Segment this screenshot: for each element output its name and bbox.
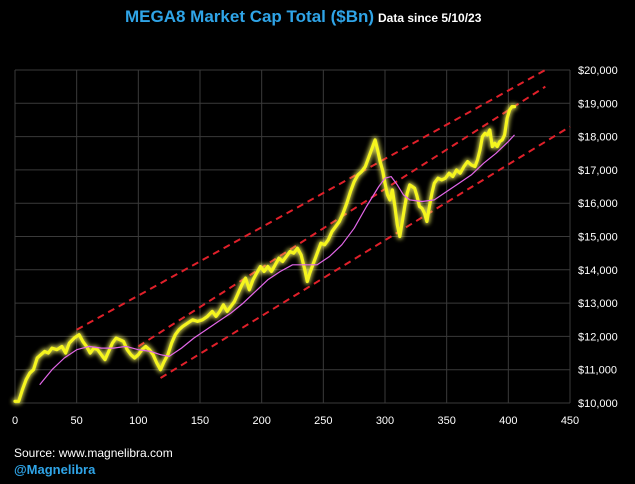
y-axis: $10,000 $11,000 $12,000 $13,000 $14,000 $15,0… (578, 65, 618, 410)
y-tick-label: $12,000 (578, 331, 618, 343)
x-tick-label: 300 (376, 415, 394, 427)
moving-average-line (39, 134, 515, 386)
x-tick-label: 350 (437, 415, 455, 427)
grid (14, 69, 571, 404)
x-tick-label: 50 (71, 415, 83, 427)
y-tick-label: $18,000 (578, 132, 618, 144)
channel-line-lower (160, 125, 571, 379)
x-tick-label: 100 (129, 415, 147, 427)
y-tick-label: $14,000 (578, 265, 618, 277)
y-tick-label: $11,000 (578, 365, 617, 377)
chart-title: MEGA8 Market Cap Total ($Bn) (125, 7, 375, 26)
x-tick-label: 200 (252, 415, 270, 427)
y-tick-label: $16,000 (578, 198, 618, 210)
y-tick-label: $15,000 (578, 232, 618, 244)
y-tick-label: $19,000 (578, 98, 618, 110)
y-tick-label: $10,000 (578, 398, 618, 410)
x-tick-label: 0 (12, 415, 18, 427)
x-tick-label: 400 (499, 415, 517, 427)
price-line-glow (12, 103, 518, 405)
x-tick-label: 150 (191, 415, 209, 427)
channel-line-upper (76, 69, 546, 331)
x-tick-label: 450 (561, 415, 579, 427)
x-axis: 0 50 100 150 200 250 300 350 400 450 (12, 415, 579, 427)
y-tick-label: $20,000 (578, 65, 618, 77)
source-note: Source: www.magnelibra.com (14, 446, 173, 460)
price-line (13, 105, 517, 403)
data-series (12, 103, 518, 405)
y-tick-label: $17,000 (578, 165, 618, 177)
x-tick-label: 250 (314, 415, 332, 427)
y-tick-label: $13,000 (578, 298, 618, 310)
chart-subtitle: Data since 5/10/23 (378, 11, 482, 25)
author-handle: @Magnelibra (14, 462, 96, 477)
